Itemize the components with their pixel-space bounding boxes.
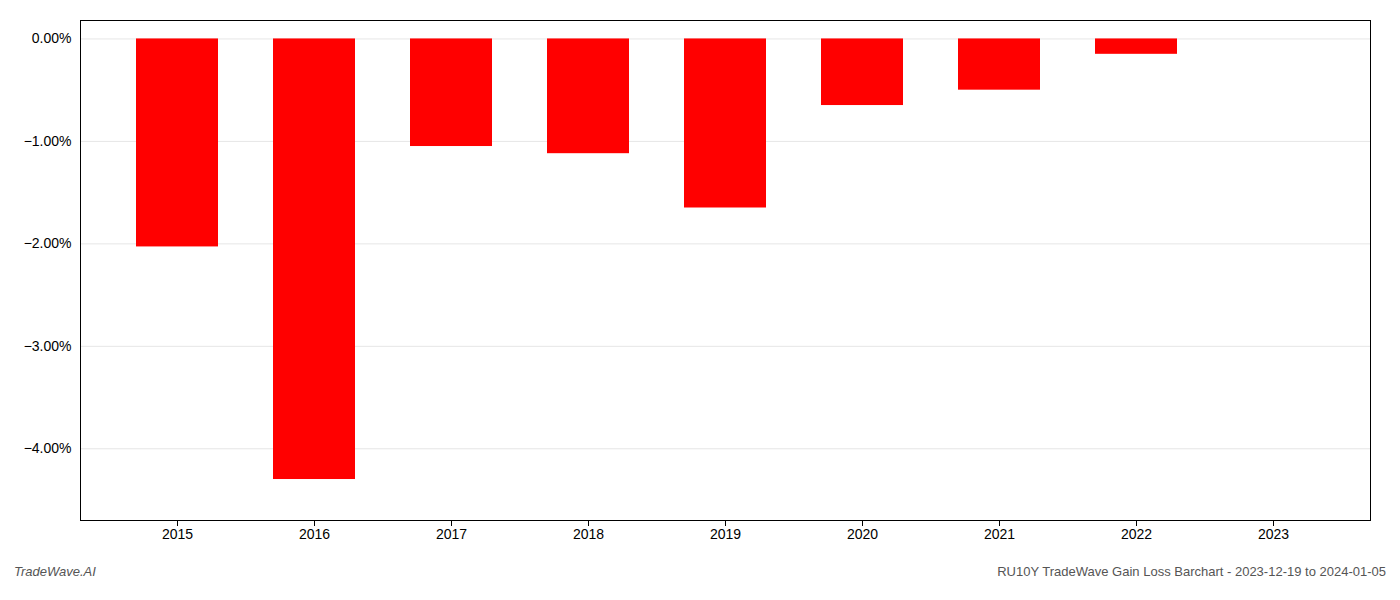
svg-text:−4.00%: −4.00% <box>24 440 72 456</box>
svg-text:2021: 2021 <box>984 526 1015 542</box>
svg-text:2023: 2023 <box>1258 526 1289 542</box>
svg-text:2019: 2019 <box>710 526 741 542</box>
html-text:TradeWave.AI: TradeWave.AI <box>14 564 96 579</box>
svg-text:2017: 2017 <box>436 526 467 542</box>
svg-text:2018: 2018 <box>573 526 604 542</box>
svg-text:2016: 2016 <box>299 526 330 542</box>
svg-text:2020: 2020 <box>847 526 878 542</box>
svg-text:2022: 2022 <box>1121 526 1152 542</box>
html-text:RU10Y TradeWave Gain Loss Barc: RU10Y TradeWave Gain Loss Barchart - 202… <box>997 564 1386 579</box>
svg-text:2015: 2015 <box>162 526 193 542</box>
svg-text:−3.00%: −3.00% <box>24 338 72 354</box>
svg-text:0.00%: 0.00% <box>32 30 72 46</box>
svg-text:−1.00%: −1.00% <box>24 133 72 149</box>
svg-text:−2.00%: −2.00% <box>24 235 72 251</box>
